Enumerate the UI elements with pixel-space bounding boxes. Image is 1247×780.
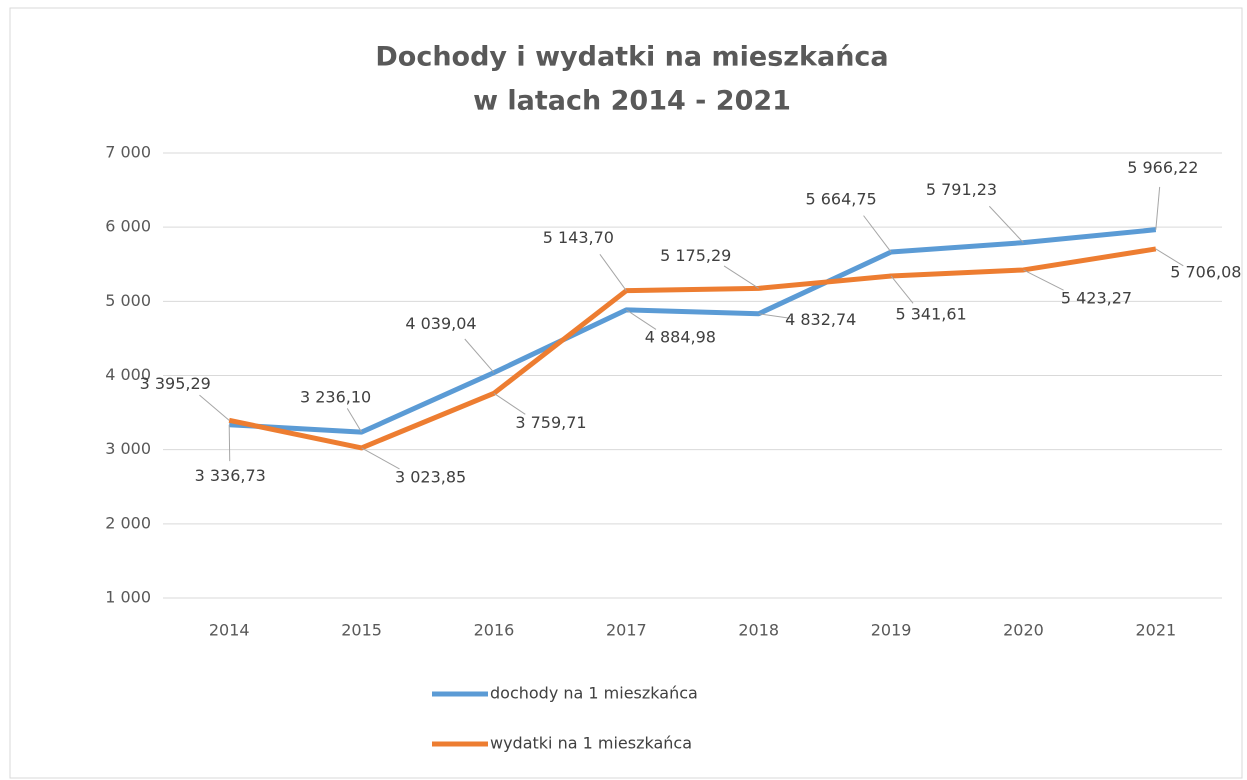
x-tick-label: 2020: [1003, 621, 1044, 640]
data-label: 5 706,08: [1170, 262, 1241, 281]
chart-title: Dochody i wydatki na mieszkańca: [375, 42, 888, 73]
leader-line: [863, 215, 892, 253]
x-tick-label: 2016: [474, 621, 515, 640]
data-label: 3 236,10: [300, 388, 371, 407]
x-tick-label: 2018: [738, 621, 779, 640]
data-label: 5 423,27: [1061, 288, 1132, 307]
data-label: 4 832,74: [785, 310, 856, 329]
x-tick-label: 2017: [606, 621, 647, 640]
leader-line: [199, 394, 230, 421]
leader-line: [626, 309, 657, 330]
x-tick-label: 2014: [209, 621, 250, 640]
leader-line: [723, 265, 759, 289]
leader-line: [464, 338, 495, 373]
x-tick-label: 2019: [871, 621, 912, 640]
data-label: 3 395,29: [140, 374, 211, 393]
series-line: [228, 246, 1157, 451]
data-label: 5 966,22: [1127, 158, 1198, 177]
leader-line: [228, 424, 231, 462]
leader-line: [361, 447, 400, 470]
leader-line: [988, 205, 1024, 243]
leader-line: [1023, 269, 1064, 291]
y-tick-label: 3 000: [105, 439, 151, 458]
y-tick-label: 1 000: [105, 588, 151, 607]
y-tick-label: 5 000: [105, 291, 151, 310]
x-tick-label: 2015: [341, 621, 382, 640]
leader-line: [599, 253, 627, 291]
data-label: 4 884,98: [645, 327, 716, 346]
leader-line: [758, 313, 793, 320]
leader-line: [493, 392, 526, 415]
legend-label: dochody na 1 mieszkańca: [490, 684, 698, 703]
x-tick-label: 2021: [1135, 621, 1176, 640]
y-tick-label: 7 000: [105, 143, 151, 162]
leader-line: [890, 275, 914, 304]
data-label: 5 664,75: [805, 190, 876, 209]
data-label: 3 336,73: [195, 466, 266, 485]
y-tick-label: 6 000: [105, 217, 151, 236]
leader-line: [1155, 186, 1161, 230]
data-label: 3 023,85: [395, 467, 466, 486]
legend-label: wydatki na 1 mieszkańca: [490, 734, 692, 753]
data-label: 5 175,29: [660, 246, 731, 265]
data-label: 4 039,04: [405, 314, 476, 333]
series-line: [229, 227, 1157, 435]
chart-frame: [9, 7, 1243, 779]
leader-line: [346, 408, 362, 433]
y-tick-label: 2 000: [105, 513, 151, 532]
leader-line: [1155, 248, 1184, 267]
data-label: 5 341,61: [895, 304, 966, 323]
y-tick-label: 4 000: [105, 365, 151, 384]
chart-title: w latach 2014 - 2021: [473, 86, 791, 117]
data-label: 5 143,70: [543, 228, 614, 247]
data-label: 3 759,71: [515, 413, 586, 432]
data-label: 5 791,23: [926, 180, 997, 199]
